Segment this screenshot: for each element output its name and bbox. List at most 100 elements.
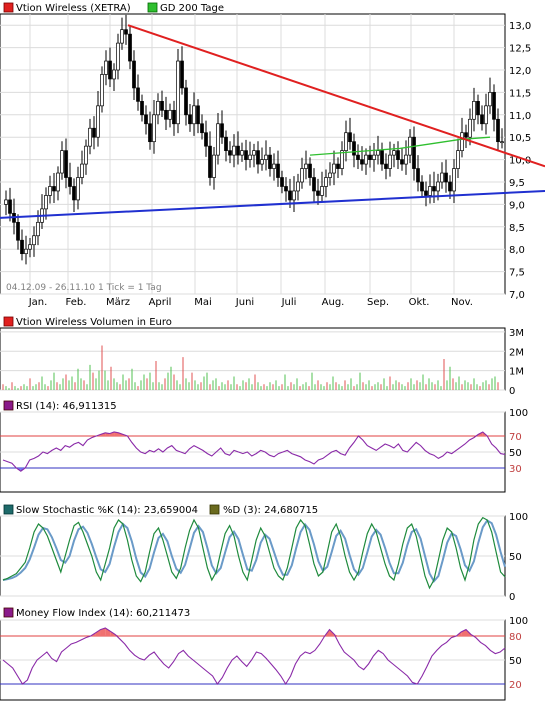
candle-down <box>412 136 416 169</box>
stoch-d-title: %D (3): 24,680715 <box>223 505 318 516</box>
candle-down <box>316 190 320 196</box>
candle-up <box>264 154 268 160</box>
mfi-line <box>2 627 506 686</box>
candle-up <box>248 154 252 160</box>
osc-y-tick: 50 <box>509 552 522 563</box>
candle-down <box>420 181 424 192</box>
legend-ma-label: GD 200 Tage <box>160 3 224 14</box>
candle-down <box>444 172 448 183</box>
candle-up <box>76 177 80 201</box>
candle-down <box>368 154 372 160</box>
legend-rsi-swatch <box>3 400 14 411</box>
candle-up <box>260 159 264 165</box>
candle-down <box>476 101 480 116</box>
stoch-k-title: Slow Stochastic %K (14): 23,659004 <box>16 505 198 516</box>
mfi-overbought-fill <box>334 634 340 636</box>
candle-up <box>500 141 504 144</box>
osc-y-tick: 20 <box>509 680 522 691</box>
candle-down <box>208 145 212 178</box>
candle-down <box>108 60 112 80</box>
price-x-tick: Juni <box>235 297 254 308</box>
price-panel: Vtion Wireless (XETRA) GD 200 Tage 13,01… <box>0 2 545 308</box>
date-range-label: 04.12.09 - 26.11.10 1 Tick = 1 Tag <box>6 283 162 293</box>
candle-up <box>28 244 32 250</box>
candle-up <box>428 186 432 196</box>
price-grid <box>0 14 505 295</box>
legend-volume-swatch <box>3 316 14 327</box>
candle-up <box>32 235 36 246</box>
candle-up <box>304 163 308 169</box>
candle-up <box>484 105 488 125</box>
candle-down <box>220 123 224 138</box>
legend-ma-swatch <box>147 2 158 13</box>
price-y-tick: 7,5 <box>509 268 525 279</box>
osc-y-tick: 100 <box>509 616 528 627</box>
legend-k-swatch <box>3 504 14 515</box>
stochastic-y-tick-labels: 100 50 0 <box>509 512 528 603</box>
candle-up <box>240 150 244 156</box>
candle-down <box>312 177 316 192</box>
volume-y-tick: 2M <box>509 347 524 358</box>
candle-up <box>60 150 64 174</box>
candle-up <box>272 163 276 169</box>
candle-up <box>456 150 460 169</box>
candle-down <box>352 141 356 156</box>
legend-price-label: Vtion Wireless (XETRA) <box>16 3 131 14</box>
candle-down <box>144 114 148 125</box>
candle-up <box>48 186 52 196</box>
candle-down <box>180 60 184 89</box>
volume-bars <box>2 345 499 390</box>
candle-up <box>344 132 348 151</box>
volume-y-tick: 1M <box>509 367 524 378</box>
mfi-grid <box>0 619 505 685</box>
price-x-tick: Juli <box>281 297 297 308</box>
candle-up <box>340 150 344 169</box>
candle-down <box>348 132 352 143</box>
mfi-y-tick-labels: 100 80 50 20 <box>509 616 528 691</box>
ma200-line <box>309 136 491 156</box>
candle-up <box>176 60 180 125</box>
rsi-y-tick-labels: 100 70 50 30 <box>509 408 528 475</box>
candle-up <box>252 150 256 156</box>
candle-up <box>324 177 328 187</box>
osc-y-tick: 80 <box>509 632 522 643</box>
rsi-grid <box>0 411 505 472</box>
candle-up <box>112 69 116 80</box>
stochastic-d-line <box>2 519 506 584</box>
mfi-overbought-fill <box>461 629 467 636</box>
candle-up <box>328 172 332 178</box>
price-x-tick: März <box>106 297 130 308</box>
price-y-tick: 13,0 <box>509 21 531 32</box>
mfi-panel: Money Flow Index (14): 60,211473 100 80 50… <box>0 607 528 701</box>
candle-down <box>380 150 384 165</box>
candle-up <box>468 118 472 138</box>
mfi-title: Money Flow Index (14): 60,211473 <box>16 608 190 619</box>
candle-up <box>84 145 88 165</box>
candle-down <box>20 239 24 255</box>
candle-up <box>24 248 28 255</box>
candle-down <box>172 109 176 125</box>
candle-up <box>4 199 8 205</box>
candle-up <box>488 92 492 107</box>
candle-down <box>492 92 496 120</box>
candle-up <box>332 163 336 174</box>
price-x-tick: Feb. <box>66 297 87 308</box>
candle-up <box>56 172 60 192</box>
candle-up <box>364 154 368 165</box>
price-x-tick-labels: Jan. Feb. März April Mai Juni Juli Aug. Sep. Okt.… <box>28 297 473 308</box>
candle-up <box>436 181 440 192</box>
candle-down <box>72 186 76 201</box>
candle-down <box>204 132 208 147</box>
candle-down <box>280 177 284 187</box>
price-x-tick: Okt. <box>409 297 430 308</box>
osc-y-tick: 0 <box>509 592 515 603</box>
candle-down <box>424 190 428 196</box>
candle-up <box>372 154 376 160</box>
candle-down <box>140 101 144 116</box>
candle-up <box>320 186 324 196</box>
candle-down <box>132 60 136 89</box>
candle-down <box>464 132 468 138</box>
candle-down <box>128 33 132 62</box>
candle-down <box>8 199 12 214</box>
candle-down <box>64 150 68 178</box>
